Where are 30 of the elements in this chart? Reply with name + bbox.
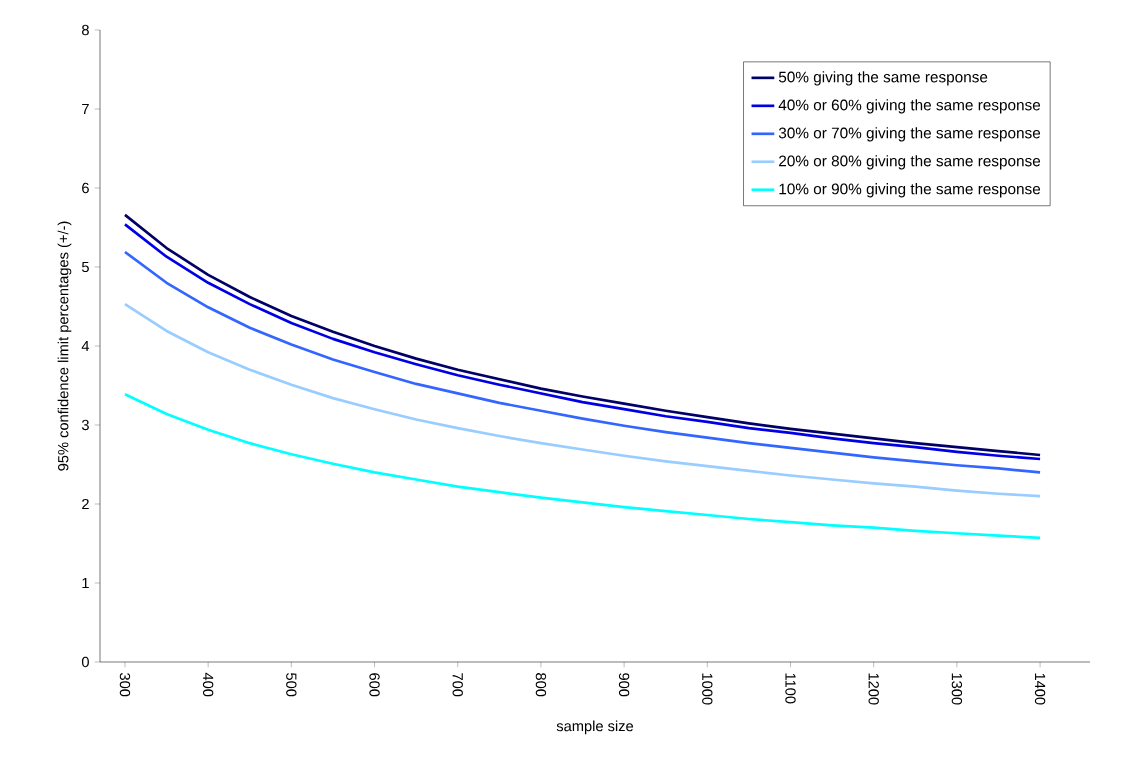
x-tick-label: 400 bbox=[202, 672, 214, 697]
line-series bbox=[123, 392, 1042, 540]
x-tick-label: 1300 bbox=[951, 673, 963, 705]
x-tick-label: 600 bbox=[369, 673, 380, 697]
x-tick-label: 900 bbox=[618, 673, 630, 697]
y-tick-label: 0 bbox=[81, 656, 89, 668]
y-tick-label: 2 bbox=[82, 498, 89, 510]
x-axis-title: sample size bbox=[556, 720, 634, 735]
x-tick-label: 700 bbox=[452, 673, 463, 697]
legend-label: 50% giving the same response bbox=[778, 71, 988, 86]
y-tick-label: 6 bbox=[82, 182, 89, 194]
legend-label: 20% or 80% giving the same response bbox=[779, 155, 1041, 170]
x-tick-label: 1000 bbox=[702, 673, 713, 705]
x-tick-label: 800 bbox=[535, 673, 547, 697]
x-tick-label: 300 bbox=[119, 673, 131, 697]
y-tick-label: 7 bbox=[82, 103, 89, 115]
y-tick-label: 8 bbox=[81, 24, 89, 36]
x-tick-label: 1400 bbox=[1034, 673, 1046, 705]
y-tick-label: 5 bbox=[81, 261, 89, 273]
legend-label: 30% or 70% giving the same response bbox=[778, 127, 1041, 142]
y-tick-label: 1 bbox=[82, 577, 89, 589]
x-tick-label: 1100 bbox=[785, 673, 796, 704]
y-tick-label: 4 bbox=[81, 340, 90, 352]
legend-label: 40% or 60% giving the same response bbox=[778, 99, 1041, 114]
line-series bbox=[123, 302, 1042, 498]
x-tick-label: 1200 bbox=[868, 673, 879, 705]
x-tick-label: 500 bbox=[286, 673, 297, 697]
legend-label: 10% or 90% giving the same response bbox=[779, 183, 1041, 198]
y-axis-title: 95% confidence limit percentages (+/-) bbox=[57, 221, 72, 471]
y-tick-label: 3 bbox=[81, 419, 89, 431]
